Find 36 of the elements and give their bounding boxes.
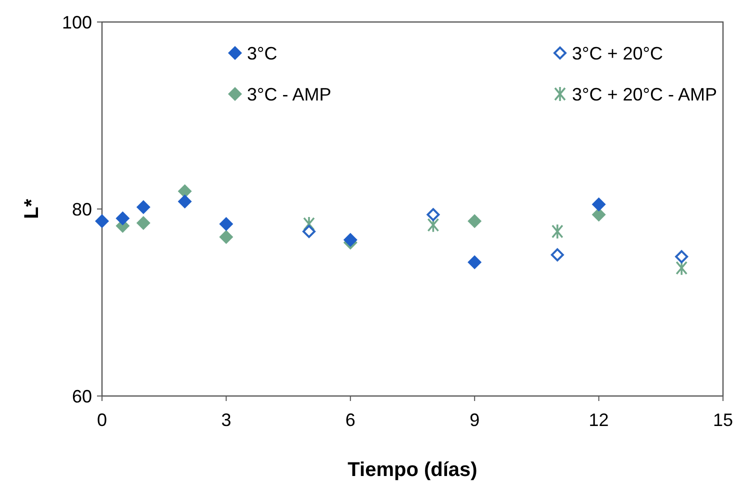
point — [136, 216, 150, 230]
point — [468, 214, 482, 228]
legend-label: 3°C - AMP — [247, 84, 332, 104]
point — [552, 224, 564, 240]
point — [303, 216, 315, 232]
point — [427, 216, 440, 233]
x-tick-label: 15 — [712, 410, 734, 430]
legend-label: 3°C — [247, 43, 278, 64]
point — [219, 216, 234, 231]
point — [468, 255, 482, 270]
point — [136, 200, 150, 214]
x-tick-label: 9 — [470, 410, 480, 430]
point — [178, 194, 192, 209]
y-axis-title: L* — [21, 198, 43, 219]
legend-label: 3°C + 20°C - AMP — [572, 84, 717, 104]
point — [116, 211, 130, 226]
point — [592, 197, 606, 212]
point — [302, 224, 316, 238]
point — [426, 208, 440, 222]
point — [676, 260, 688, 276]
point — [95, 214, 109, 228]
point — [675, 250, 688, 264]
point — [178, 184, 192, 198]
x-axis-title: Tiempo (días) — [348, 459, 478, 481]
x-tick-label: 3 — [221, 410, 232, 430]
legend-label: 3°C + 20°C — [572, 43, 663, 64]
point — [219, 230, 234, 244]
y-tick-label: 80 — [72, 199, 92, 220]
y-tick-label: 100 — [62, 12, 92, 32]
x-tick-label: 12 — [588, 410, 609, 430]
point — [343, 232, 358, 247]
y-tick-label: 60 — [72, 386, 92, 406]
point — [550, 248, 564, 262]
x-tick-label: 0 — [96, 410, 108, 430]
point — [592, 208, 606, 222]
x-tick-label: 6 — [345, 410, 356, 430]
